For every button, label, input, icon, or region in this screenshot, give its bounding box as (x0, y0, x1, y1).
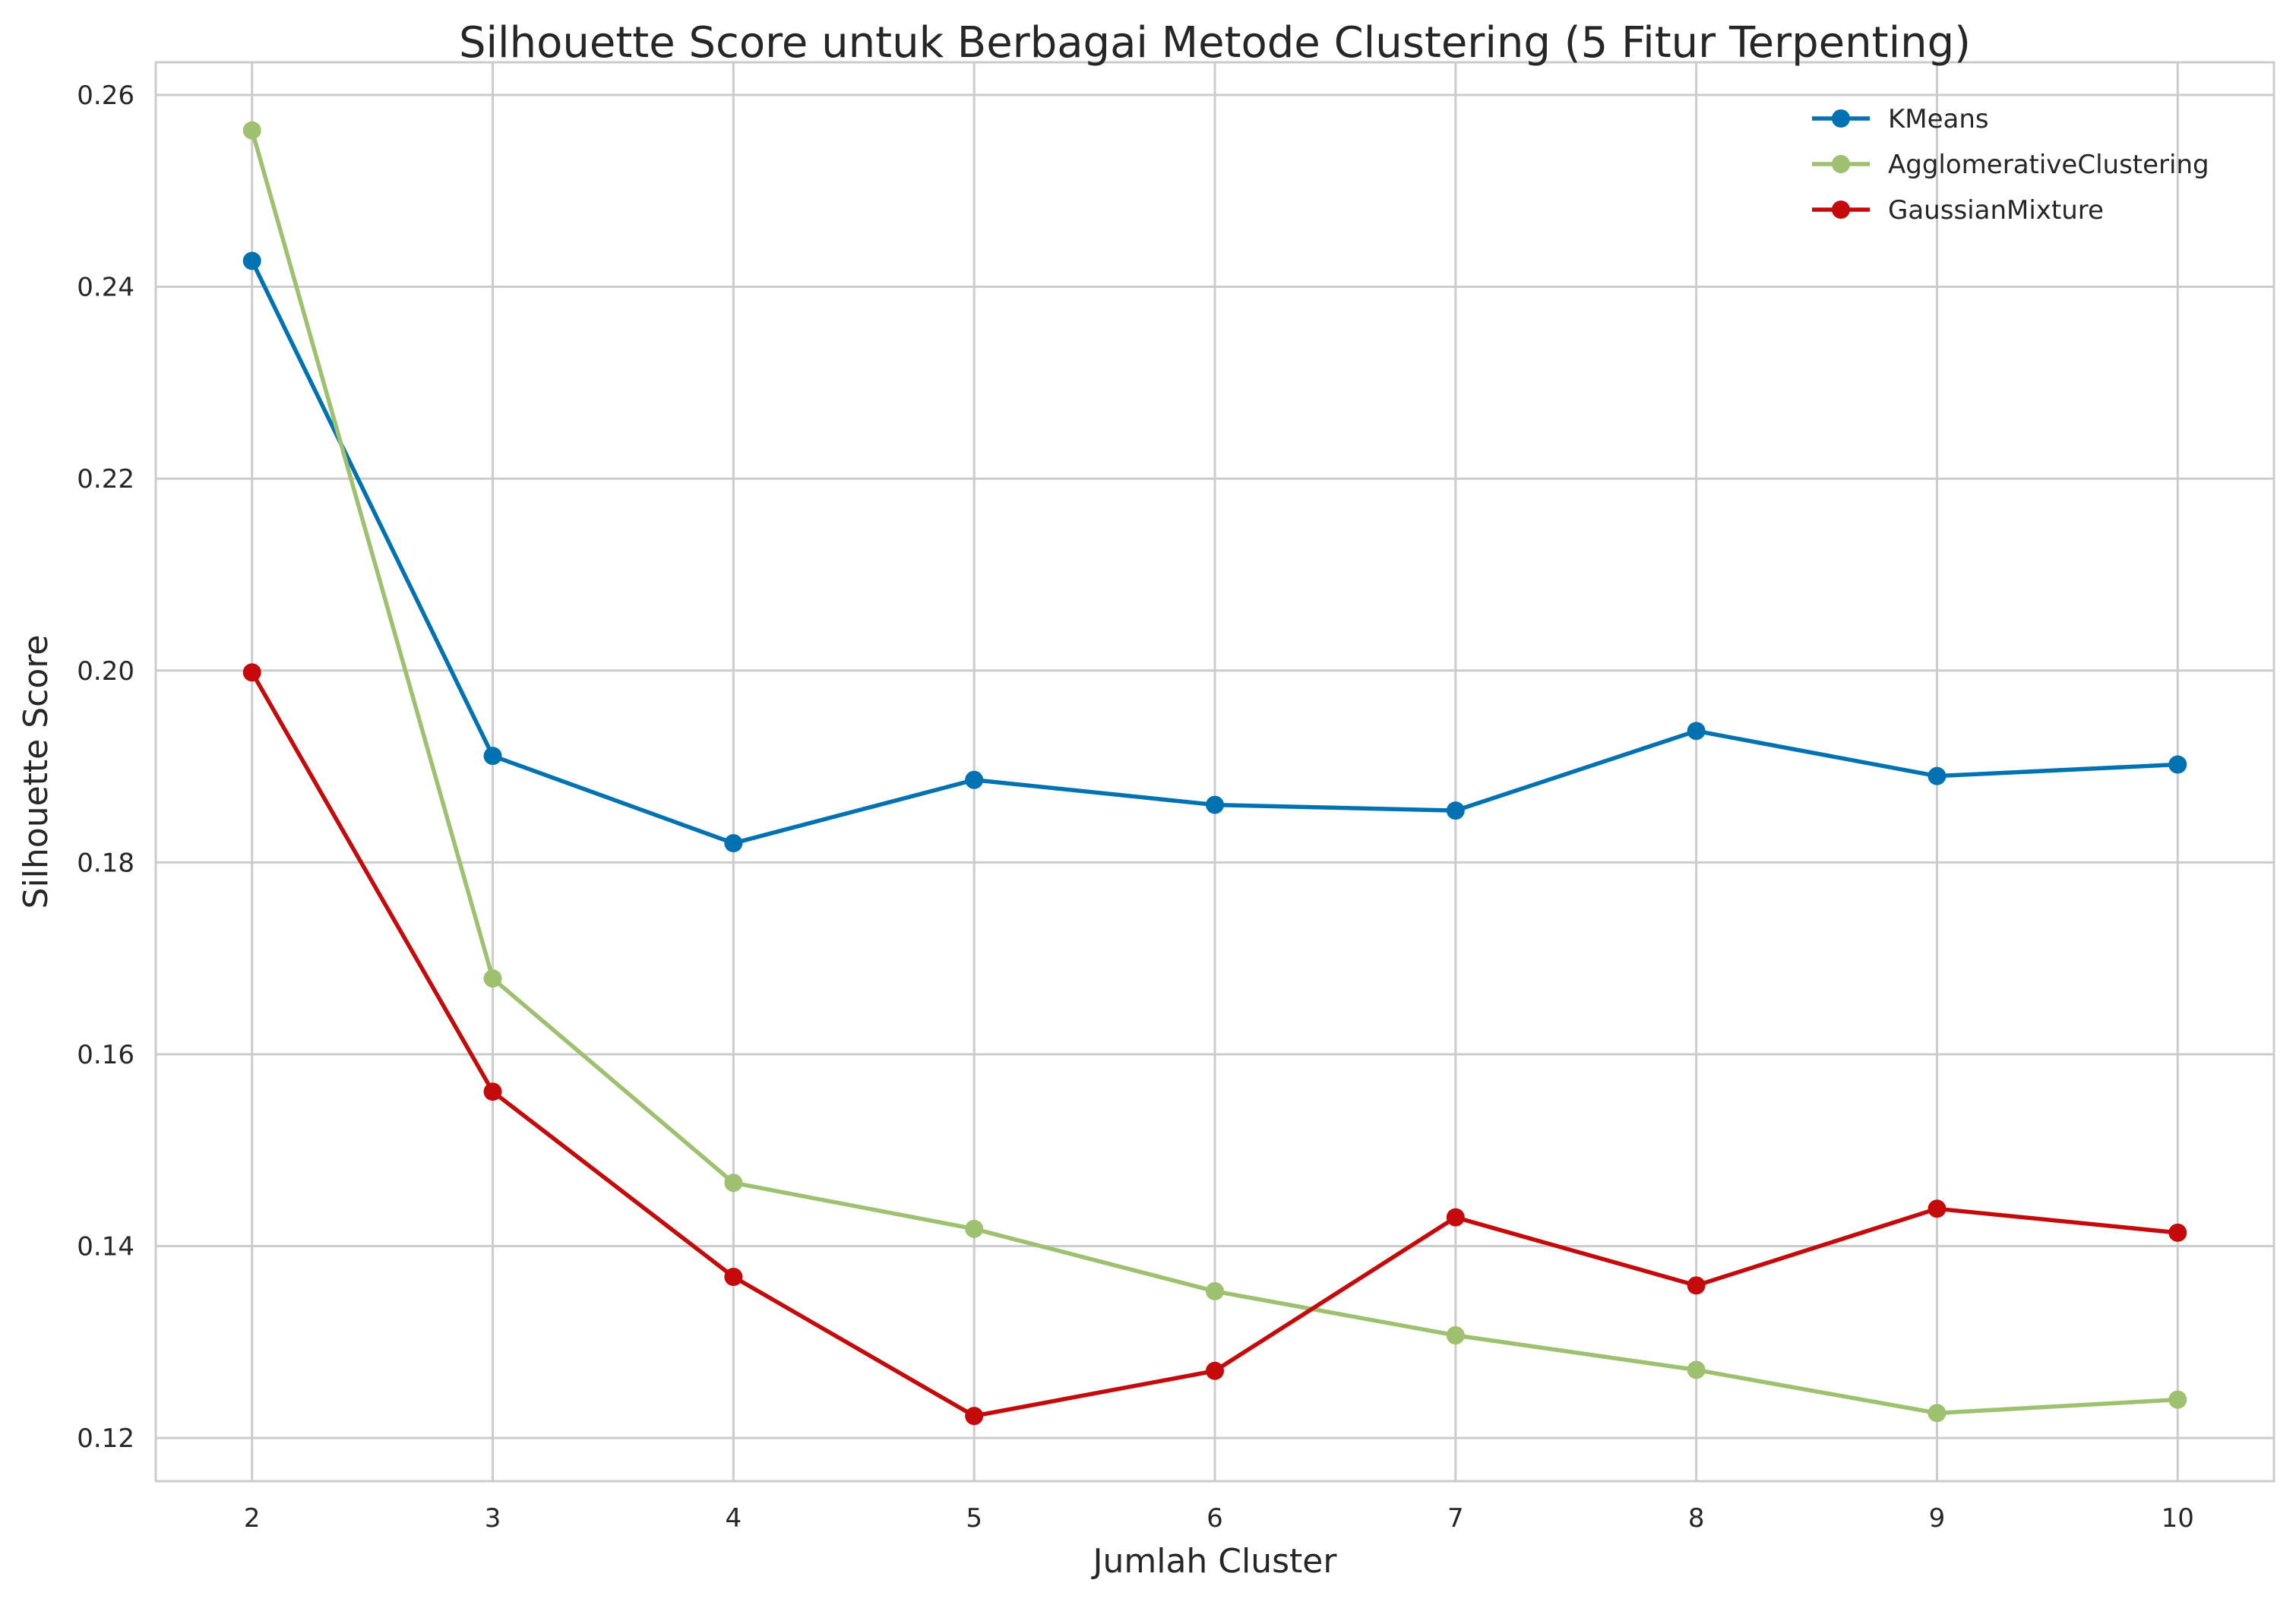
data-point (1687, 1360, 1706, 1379)
x-tick-label: 3 (485, 1503, 501, 1534)
x-tick-label: 6 (1207, 1503, 1223, 1534)
y-tick-label: 0.12 (77, 1423, 134, 1454)
x-tick-label: 8 (1688, 1503, 1705, 1534)
data-point (965, 1219, 984, 1238)
data-point (1928, 1199, 1947, 1218)
data-point (724, 1267, 743, 1286)
data-point (724, 834, 743, 853)
y-axis-ticks: 0.12 0.14 0.16 0.18 0.20 0.22 0.24 0.26 (77, 81, 134, 1454)
x-tick-label: 2 (244, 1503, 261, 1534)
data-point (2168, 1390, 2187, 1409)
data-point (965, 1407, 984, 1426)
data-point (2168, 755, 2187, 774)
y-tick-label: 0.24 (77, 273, 134, 303)
data-point (1928, 766, 1947, 785)
legend: KMeans AgglomerativeClustering GaussianMix… (1812, 104, 2209, 226)
data-point (1928, 1404, 1947, 1423)
legend-item: AgglomerativeClustering (1812, 150, 2209, 180)
y-tick-label: 0.16 (77, 1040, 134, 1070)
data-point (242, 121, 261, 140)
plot-area-frame (154, 61, 2275, 1483)
data-point (483, 969, 502, 988)
x-axis-ticks: 2 3 4 5 6 7 8 9 10 (244, 1503, 2194, 1534)
series-gaussianmixture (242, 663, 2187, 1426)
legend-swatch-marker (1832, 201, 1850, 219)
legend-item: KMeans (1812, 104, 1989, 134)
legend-label: GaussianMixture (1888, 195, 2104, 226)
data-point (242, 251, 261, 270)
x-tick-label: 9 (1929, 1503, 1946, 1534)
data-point (2168, 1223, 2187, 1242)
data-point (1206, 1281, 1224, 1300)
data-point (1687, 1276, 1706, 1295)
grid-lines (156, 62, 2274, 1481)
chart-title: Silhouette Score untuk Berbagai Metode C… (459, 18, 1971, 68)
y-tick-label: 0.14 (77, 1232, 134, 1262)
y-axis-title: Silhouette Score (17, 635, 55, 909)
y-tick-label: 0.22 (77, 464, 134, 494)
data-point (1446, 801, 1465, 820)
x-tick-label: 10 (2162, 1503, 2194, 1534)
data-point (1206, 795, 1224, 814)
data-point (483, 1082, 502, 1101)
series-layer (242, 121, 2187, 1426)
legend-item: GaussianMixture (1812, 195, 2104, 226)
data-point (1446, 1208, 1465, 1227)
x-axis-title: Jumlah Cluster (1091, 1542, 1338, 1581)
data-point (483, 747, 502, 766)
data-point (1206, 1361, 1224, 1380)
data-point (724, 1174, 743, 1193)
x-tick-label: 7 (1447, 1503, 1464, 1534)
legend-label: KMeans (1888, 104, 1989, 134)
series-kmeans (242, 251, 2187, 853)
series-agglomerativeclustering (242, 121, 2187, 1423)
y-tick-label: 0.20 (77, 656, 134, 687)
x-tick-label: 4 (726, 1503, 742, 1534)
data-point (965, 770, 984, 789)
legend-label: AgglomerativeClustering (1888, 150, 2209, 180)
legend-swatch-marker (1832, 155, 1850, 173)
y-tick-label: 0.26 (77, 81, 134, 111)
data-point (1446, 1326, 1465, 1345)
data-point (1687, 722, 1706, 741)
y-tick-label: 0.18 (77, 848, 134, 878)
legend-swatch-marker (1832, 109, 1850, 128)
x-tick-label: 5 (966, 1503, 982, 1534)
data-point (242, 663, 261, 682)
